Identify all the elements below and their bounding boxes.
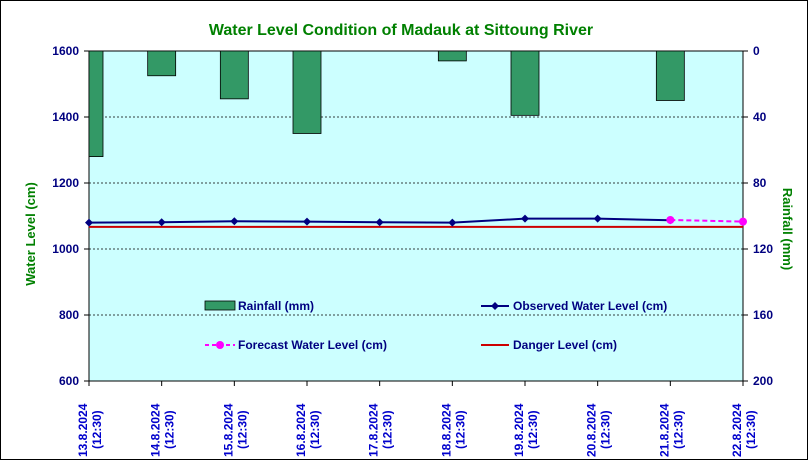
forecast-point: [666, 215, 675, 224]
x-tick-date: 15.8.2024: [221, 403, 235, 457]
y2-tick-label: 160: [753, 308, 773, 322]
x-tick-time: (12:30): [671, 410, 685, 449]
y-tick-label: 800: [59, 308, 79, 322]
observed-point: [593, 214, 602, 223]
x-tick-date: 18.8.2024: [439, 403, 453, 457]
x-tick-time: (12:30): [599, 410, 613, 449]
y-tick-label: 600: [59, 374, 79, 388]
x-tick-date: 14.8.2024: [149, 403, 163, 457]
legend-danger-label: Danger Level (cm): [513, 338, 617, 352]
rainfall-bar: [510, 50, 540, 116]
observed-point: [230, 217, 239, 226]
y-tick-label: 1400: [52, 110, 79, 124]
y2-tick-label: 120: [753, 242, 773, 256]
rainfall-bars: [88, 50, 685, 157]
forecast-water-level-line: [670, 218, 744, 223]
observed-point: [85, 218, 93, 227]
x-tick-label: 20.8.2024 (12:30): [585, 403, 613, 457]
x-tick-label: 21.8.2024 (12:30): [657, 403, 685, 457]
x-tick-label: 14.8.2024 (12:30): [149, 403, 177, 457]
y2-tick-label: 200: [753, 374, 773, 388]
level-lines: [85, 214, 747, 228]
x-tick-time: (12:30): [235, 410, 249, 449]
legend: Rainfall (mm) Observed Water Level (cm) Fo…: [204, 299, 667, 352]
x-tick-date: 19.8.2024: [512, 403, 526, 457]
x-tick-label: 13.8.2024 (12:30): [76, 403, 104, 457]
observed-point: [157, 218, 166, 227]
x-tick-date: 13.8.2024: [76, 403, 90, 457]
x-tick-label: 22.8.2024 (12:30): [730, 403, 758, 457]
legend-rainfall-swatch: [204, 300, 236, 311]
y-tick-label: 1200: [52, 176, 79, 190]
x-tick-label: 19.8.2024 (12:30): [512, 403, 540, 457]
y2-tick-label: 0: [753, 44, 760, 58]
observed-point: [448, 218, 457, 227]
y2-tick-label: 40: [753, 110, 767, 124]
legend-observed-label: Observed Water Level (cm): [513, 299, 667, 313]
x-tick-time: (12:30): [163, 410, 177, 449]
plot-area: [88, 50, 744, 382]
rainfall-bar: [655, 50, 685, 101]
rainfall-bar: [219, 50, 249, 100]
rainfall-bar: [147, 50, 177, 77]
forecast-point: [739, 217, 747, 226]
legend-forecast-marker: [216, 341, 224, 349]
y2-tick-label: 80: [753, 176, 767, 190]
rainfall-bar: [437, 50, 467, 62]
x-tick-date: 17.8.2024: [367, 403, 381, 457]
y-axis-label: Water Level (cm): [23, 182, 38, 286]
y-tick-label: 1600: [52, 44, 79, 58]
x-tick-label: 16.8.2024 (12:30): [294, 403, 322, 457]
x-tick-label: 18.8.2024 (12:30): [439, 403, 467, 457]
x-tick-date: 21.8.2024: [657, 403, 671, 457]
axes: 600 800 1000 1200 1400 1600 0 40 80 120 160 200 13.8…: [52, 44, 773, 457]
x-tick-time: (12:30): [381, 410, 395, 449]
legend-forecast-label: Forecast Water Level (cm): [238, 338, 387, 352]
observed-point: [303, 217, 311, 226]
gridlines: [89, 50, 743, 316]
chart-title: Water Level Condition of Madauk at Sitto…: [209, 22, 593, 39]
legend-rainfall-label: Rainfall (mm): [238, 299, 314, 313]
x-tick-time: (12:30): [90, 410, 104, 449]
x-tick-label: 15.8.2024 (12:30): [221, 403, 249, 457]
rainfall-bar: [292, 50, 322, 134]
observed-point: [521, 214, 529, 223]
x-tick-time: (12:30): [308, 410, 322, 449]
observed-point: [375, 218, 384, 227]
x-tick-label: 17.8.2024 (12:30): [367, 403, 395, 457]
legend-observed-marker: [491, 302, 499, 310]
y2-axis-label: Rainfall (mm): [780, 188, 795, 270]
x-tick-time: (12:30): [453, 410, 467, 449]
x-tick-date: 16.8.2024: [294, 403, 308, 457]
x-tick-time: (12:30): [744, 410, 758, 449]
x-tick-time: (12:30): [526, 410, 540, 449]
y-tick-label: 1000: [52, 242, 79, 256]
x-tick-date: 20.8.2024: [585, 403, 599, 457]
rainfall-bar: [88, 50, 104, 157]
x-tick-date: 22.8.2024: [730, 403, 744, 457]
